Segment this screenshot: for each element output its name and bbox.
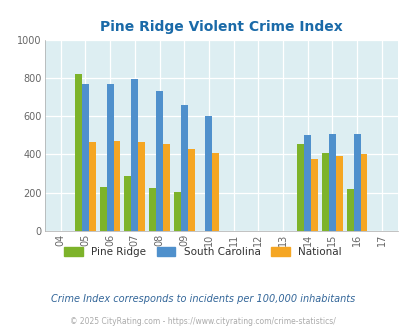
Bar	[113, 141, 120, 231]
Bar	[131, 79, 138, 231]
Bar	[328, 134, 335, 231]
Bar	[89, 142, 96, 231]
Bar	[124, 177, 131, 231]
Bar	[303, 135, 310, 231]
Bar	[138, 142, 145, 231]
Title: Pine Ridge Violent Crime Index: Pine Ridge Violent Crime Index	[100, 20, 342, 34]
Bar	[75, 74, 82, 231]
Bar	[82, 83, 89, 231]
Bar	[187, 149, 194, 231]
Bar	[360, 154, 367, 231]
Bar	[205, 116, 212, 231]
Bar	[149, 188, 156, 231]
Text: © 2025 CityRating.com - https://www.cityrating.com/crime-statistics/: © 2025 CityRating.com - https://www.city…	[70, 317, 335, 326]
Bar	[212, 153, 219, 231]
Bar	[353, 134, 360, 231]
Bar	[180, 105, 187, 231]
Legend: Pine Ridge, South Carolina, National: Pine Ridge, South Carolina, National	[61, 244, 344, 260]
Bar	[335, 156, 342, 231]
Bar	[310, 159, 317, 231]
Bar	[346, 189, 353, 231]
Bar	[100, 187, 107, 231]
Bar	[296, 144, 303, 231]
Text: Crime Index corresponds to incidents per 100,000 inhabitants: Crime Index corresponds to incidents per…	[51, 294, 354, 304]
Bar	[156, 91, 162, 231]
Bar	[321, 152, 328, 231]
Bar	[107, 83, 113, 231]
Bar	[162, 144, 169, 231]
Bar	[173, 192, 180, 231]
